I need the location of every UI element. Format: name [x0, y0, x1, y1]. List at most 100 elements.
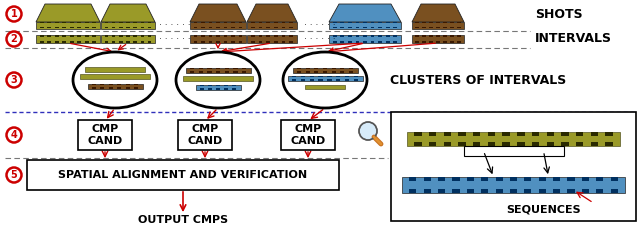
FancyBboxPatch shape [27, 160, 339, 190]
Bar [443, 27, 447, 29]
Bar [207, 68, 211, 69]
Bar [292, 76, 296, 77]
Bar [231, 41, 235, 43]
Bar [305, 71, 310, 72]
Bar [415, 27, 419, 29]
Bar [148, 35, 152, 37]
Bar [394, 35, 397, 37]
Bar [62, 27, 66, 29]
Bar [134, 83, 138, 85]
Bar [415, 35, 419, 37]
Bar [282, 22, 285, 23]
Text: SPATIAL ALIGNMENT AND VERIFICATION: SPATIAL ALIGNMENT AND VERIFICATION [58, 170, 308, 180]
Bar [92, 22, 96, 23]
Bar [274, 41, 278, 43]
Bar [292, 68, 358, 72]
Text: · · · · · ·: · · · · · · [304, 34, 336, 43]
Bar [323, 71, 327, 72]
Bar [104, 41, 108, 43]
Bar [36, 22, 100, 29]
Bar [301, 76, 305, 77]
Bar [429, 35, 433, 37]
Bar [117, 83, 122, 85]
Bar [292, 79, 296, 81]
Bar [126, 35, 130, 37]
Bar [223, 35, 227, 37]
Bar [289, 27, 293, 29]
Bar [289, 22, 293, 23]
Bar [340, 41, 344, 43]
Text: 1: 1 [11, 9, 17, 19]
Bar [457, 27, 461, 29]
Bar [225, 71, 229, 72]
Bar [70, 41, 74, 43]
Bar [332, 68, 336, 69]
Circle shape [6, 7, 22, 22]
Bar [356, 35, 359, 37]
Bar [40, 22, 44, 23]
Bar [208, 85, 212, 86]
Bar [77, 41, 81, 43]
Bar [209, 35, 212, 37]
Bar [274, 35, 278, 37]
Bar [216, 35, 220, 37]
Bar [414, 132, 422, 136]
Bar [438, 177, 445, 182]
Bar [488, 142, 495, 146]
Bar [363, 35, 367, 37]
Bar [194, 35, 198, 37]
Bar [596, 177, 604, 182]
Bar [386, 27, 390, 29]
Bar [224, 88, 228, 90]
Bar [40, 35, 44, 37]
Bar [336, 79, 340, 81]
Bar [318, 79, 323, 81]
Bar [345, 76, 349, 77]
Bar [386, 22, 390, 23]
Bar [510, 189, 517, 193]
Bar [371, 41, 374, 43]
Bar [233, 68, 237, 69]
Bar [310, 76, 314, 77]
Bar [591, 132, 598, 136]
Ellipse shape [73, 52, 157, 108]
Bar [436, 22, 440, 23]
Bar [198, 71, 203, 72]
Bar [488, 132, 495, 136]
Bar [247, 35, 297, 43]
Bar [333, 41, 337, 43]
Bar [216, 27, 220, 29]
Bar [247, 22, 297, 29]
Bar [141, 22, 144, 23]
Bar [457, 22, 461, 23]
Bar [415, 41, 419, 43]
Bar [305, 68, 310, 69]
Bar [266, 35, 270, 37]
Bar [194, 41, 198, 43]
Text: OUTPUT CMPS: OUTPUT CMPS [138, 215, 228, 225]
Bar [119, 41, 123, 43]
Bar [119, 22, 123, 23]
Bar [481, 189, 488, 193]
Bar [117, 87, 122, 88]
Bar [223, 27, 227, 29]
Bar [356, 27, 359, 29]
Bar [112, 35, 115, 37]
Bar [251, 27, 255, 29]
Bar [386, 41, 390, 43]
Bar [109, 87, 113, 88]
Text: 5: 5 [11, 170, 17, 180]
Bar [424, 189, 431, 193]
Bar [524, 177, 531, 182]
Bar [436, 27, 440, 29]
Bar [40, 27, 44, 29]
Polygon shape [412, 4, 464, 22]
Bar [444, 132, 451, 136]
Bar [568, 189, 575, 193]
Bar [443, 22, 447, 23]
Text: CMP
CAND: CMP CAND [291, 124, 326, 146]
Bar [371, 35, 374, 37]
Bar [582, 177, 589, 182]
Bar [553, 189, 560, 193]
Bar [412, 22, 464, 29]
